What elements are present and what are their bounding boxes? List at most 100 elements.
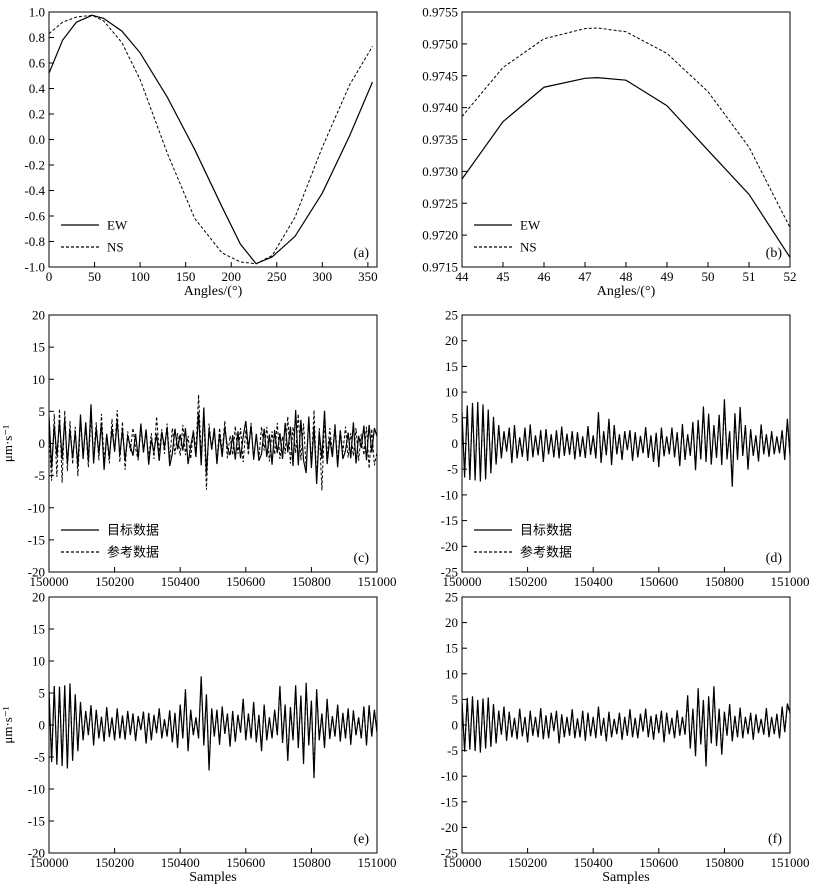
- x-tick-label-c: 151000: [358, 574, 397, 589]
- y-tick-label-a: 0.8: [29, 30, 45, 45]
- panel-label-e: (e): [353, 832, 369, 847]
- legend-label-d: 目标数据: [520, 524, 572, 539]
- x-tick-label-d: 150200: [508, 574, 547, 589]
- x-tick-label-c: 150000: [30, 574, 69, 589]
- legend-label-d: 参考数据: [520, 545, 572, 561]
- plot-frame-a: [48, 11, 378, 268]
- panel-a: 0 50 100 150 200 250 300 350 -1.0 -0.8 -0.6 -0.4 -0.…: [24, 5, 377, 300]
- x-tick-label-d: 150400: [574, 574, 613, 589]
- x-tick-label-c: 150600: [226, 574, 265, 589]
- panel-label-a: (a): [353, 246, 369, 261]
- x-tick-label-f: 150600: [639, 855, 678, 870]
- y-tick-label-e: 0: [39, 718, 46, 733]
- y-tick-label-e: -15: [28, 814, 45, 829]
- y-tick-label-d: -10: [441, 487, 458, 502]
- x-tick-label-a: 300: [313, 269, 333, 284]
- panel-c: 150000 150200 150400 150600 150800 151000 -20 -…: [0, 308, 397, 590]
- y-tick-label-d: 0: [452, 436, 459, 451]
- x-tick-label-a: 50: [88, 269, 101, 284]
- panel-b: 44 45 46 47 48 49 50 51 52 0.9715 0.9720 0.9725 0.97…: [422, 5, 796, 300]
- x-tick-label-a: 350: [358, 269, 378, 284]
- y-tick-label-a: -0.6: [24, 209, 45, 224]
- panel-label-b: (b): [766, 246, 783, 261]
- y-tick-label-a: 0.0: [29, 132, 45, 147]
- y-tick-label-d: -20: [441, 539, 458, 554]
- y-tick-label-d: 5: [452, 410, 459, 425]
- series-b-dashed-line: [462, 27, 790, 228]
- series-b-solid-line: [462, 77, 790, 258]
- x-tick-label-b: 49: [661, 269, 674, 284]
- x-tick-label-e: 150000: [30, 855, 69, 870]
- x-tick-label-e: 150400: [161, 855, 200, 870]
- x-tick-label-a: 100: [130, 269, 150, 284]
- x-tick-label-e: 150200: [95, 855, 134, 870]
- x-tick-label-a: 0: [46, 269, 53, 284]
- x-tick-label-f: 150400: [574, 855, 613, 870]
- x-tick-label-d: 150000: [443, 574, 482, 589]
- y-tick-label-e: 15: [32, 622, 45, 637]
- y-tick-label-c: 20: [32, 308, 45, 323]
- y-tick-label-e: 20: [32, 590, 45, 605]
- y-tick-label-f: 25: [445, 590, 458, 605]
- y-tick-label-e: 5: [39, 686, 46, 701]
- legend-label-a: NS: [107, 240, 124, 255]
- y-tick-label-f: 10: [445, 666, 458, 681]
- y-tick-label-c: 10: [32, 372, 45, 387]
- legend-label-a: EW: [107, 218, 128, 233]
- series-d-dashed-line: [462, 406, 790, 482]
- x-tick-label-f: 150200: [508, 855, 547, 870]
- series-e-dashed-line: [49, 680, 377, 774]
- y-tick-label-f: 15: [445, 641, 458, 656]
- y-tick-label-e: -5: [34, 750, 45, 765]
- y-tick-label-d: 25: [445, 308, 458, 323]
- panel-e: 150000 150200 150400 150600 150800 151000 -20 -…: [0, 590, 397, 886]
- x-tick-label-d: 150600: [639, 574, 678, 589]
- legend-label-c: 目标数据: [107, 524, 159, 539]
- y-axis-title-c: μm·s⁻¹: [0, 425, 15, 462]
- panel-label-f: (f): [768, 832, 782, 847]
- y-tick-label-e: -10: [28, 782, 45, 797]
- y-tick-label-d: 10: [445, 385, 458, 400]
- y-tick-label-b: 0.9725: [422, 196, 458, 211]
- x-tick-label-c: 150200: [95, 574, 134, 589]
- y-tick-label-a: 0.4: [29, 81, 46, 96]
- x-axis-title-b: Angles/(°): [597, 284, 656, 299]
- series-a-dashed-line: [49, 14, 373, 265]
- y-tick-label-a: 0.6: [29, 56, 46, 71]
- panel-f: 150000 150200 150400 150600 150800 151000 -25 -…: [441, 590, 810, 886]
- y-tick-label-c: 5: [39, 404, 46, 419]
- y-tick-label-c: -10: [28, 500, 45, 515]
- series-a-solid-line: [49, 14, 373, 265]
- x-tick-label-f: 150000: [443, 855, 482, 870]
- x-tick-label-b: 46: [538, 269, 552, 284]
- y-tick-label-b: 0.9730: [422, 164, 458, 179]
- y-tick-label-c: -20: [28, 565, 45, 580]
- x-axis-title-f: Samples: [602, 870, 649, 885]
- panel-d: 150000 150200 150400 150600 150800 151000 -25 -…: [441, 308, 810, 590]
- y-tick-label-c: 0: [39, 436, 46, 451]
- x-tick-label-b: 52: [784, 269, 797, 284]
- x-tick-label-b: 48: [620, 269, 633, 284]
- x-axis-title-e: Samples: [189, 870, 236, 885]
- y-tick-label-c: -15: [28, 532, 45, 547]
- x-tick-label-b: 50: [702, 269, 715, 284]
- x-tick-label-c: 150800: [292, 574, 331, 589]
- panel-label-d: (d): [766, 551, 783, 566]
- y-tick-label-b: 0.9720: [422, 228, 458, 243]
- y-tick-label-d: 20: [445, 333, 458, 348]
- x-tick-label-e: 150800: [292, 855, 331, 870]
- y-tick-label-a: -0.2: [24, 158, 45, 173]
- y-tick-label-c: 15: [32, 340, 45, 355]
- y-tick-label-b: 0.9740: [422, 100, 458, 115]
- legend-label-b: EW: [520, 218, 541, 233]
- y-tick-label-a: 1.0: [29, 5, 45, 20]
- y-tick-label-f: -10: [441, 769, 458, 784]
- y-tick-label-f: -15: [441, 794, 458, 809]
- x-tick-label-b: 47: [579, 269, 593, 284]
- y-tick-label-e: 10: [32, 654, 45, 669]
- y-tick-label-d: -15: [441, 513, 458, 528]
- plot-frame-b: [461, 11, 791, 268]
- x-tick-label-a: 200: [221, 269, 241, 284]
- y-tick-label-f: -20: [441, 820, 458, 835]
